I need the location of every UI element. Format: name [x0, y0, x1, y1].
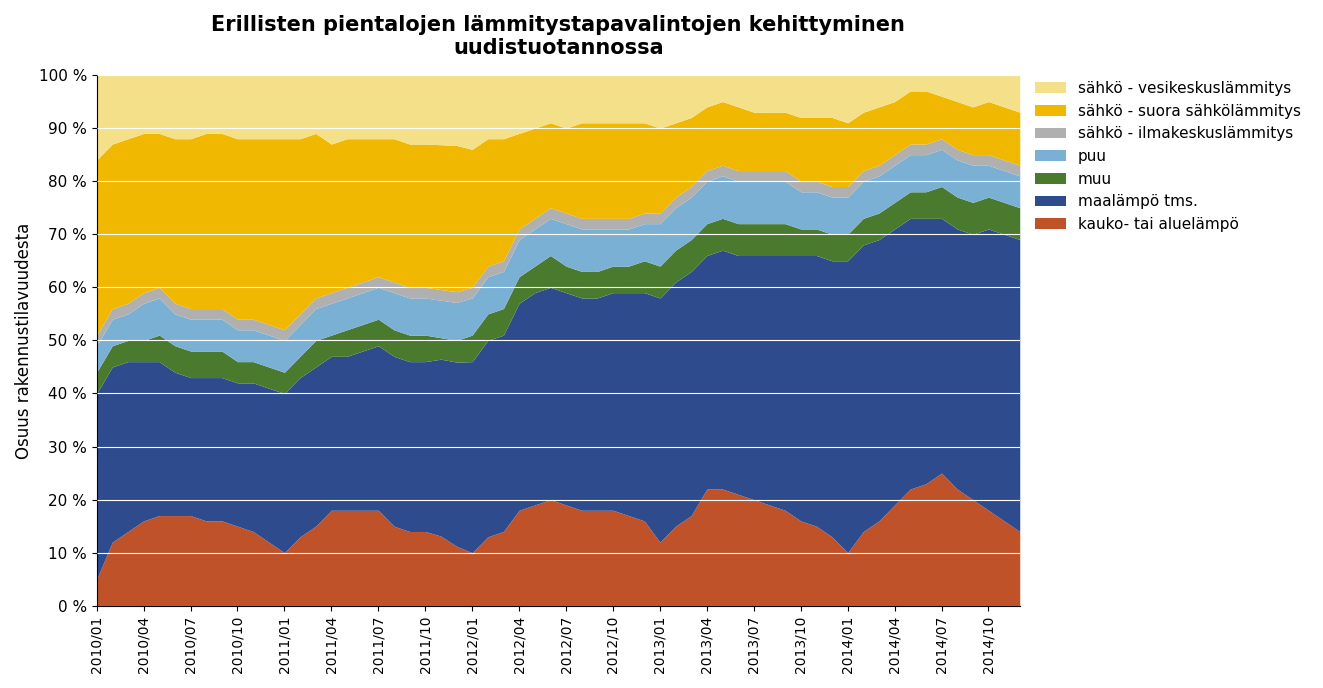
Legend: sähkö - vesikeskuslämmitys, sähkö - suora sähkölämmitys, sähkö - ilmakeskuslämmi: sähkö - vesikeskuslämmitys, sähkö - suor… — [1029, 75, 1307, 238]
Title: Erillisten pientalojen lämmitystapavalintojen kehittyminen
uudistuotannossa: Erillisten pientalojen lämmitystapavalin… — [212, 15, 905, 58]
Y-axis label: Osuus rakennustilavuudesta: Osuus rakennustilavuudesta — [15, 222, 33, 458]
